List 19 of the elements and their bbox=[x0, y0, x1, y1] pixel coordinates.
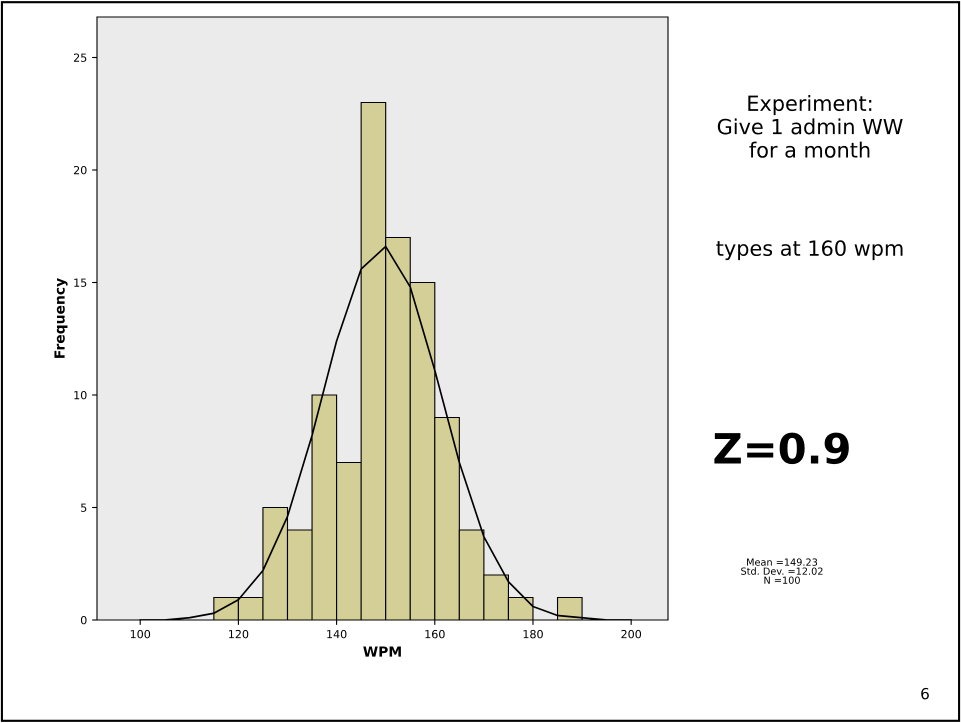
text: types at 160 wpm bbox=[716, 240, 902, 260]
y-tick-label: 5 bbox=[81, 504, 86, 512]
x-axis-title: WPM bbox=[363, 646, 401, 657]
x-tick-label: 120 bbox=[229, 630, 248, 638]
y-axis-title: Frequency bbox=[54, 278, 68, 358]
text: Experiment: Give 1 admin WW for a month bbox=[718, 95, 903, 158]
x-tick-label: 160 bbox=[425, 630, 445, 638]
text: Z=0.9 bbox=[714, 432, 849, 464]
x-tick-label: 100 bbox=[130, 630, 150, 638]
y-tick-label: 25 bbox=[74, 53, 86, 62]
y-tick-label: 10 bbox=[74, 390, 87, 400]
y-tick-label: 20 bbox=[74, 166, 87, 174]
x-tick-label: 140 bbox=[327, 630, 346, 638]
text: 6 bbox=[921, 688, 929, 700]
x-tick-label: 200 bbox=[621, 630, 642, 638]
y-tick-label: 15 bbox=[74, 278, 86, 287]
text: Mean =149.23 Std. Dev. =12.02 N =100 bbox=[741, 558, 823, 584]
x-tick-label: 180 bbox=[524, 630, 543, 638]
y-tick-label: 0 bbox=[80, 616, 87, 624]
